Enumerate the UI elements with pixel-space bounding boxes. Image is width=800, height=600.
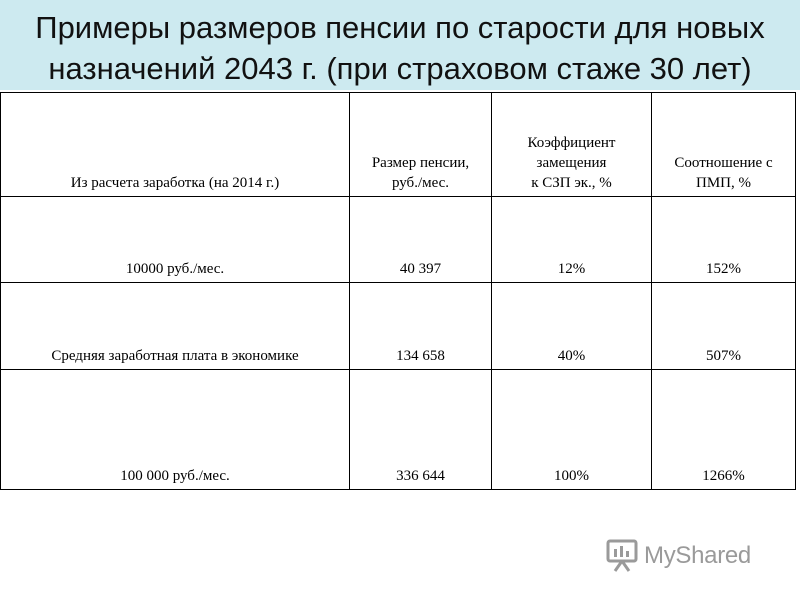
row-pension-cell: 336 644 [349, 369, 492, 490]
table-header-row: Из расчета заработка (на 2014 г.) Размер… [0, 92, 796, 197]
presentation-board-icon [606, 539, 638, 573]
row-replacement-cell: 12% [491, 196, 652, 283]
header-pension-size: Размер пенсии, руб./мес. [349, 92, 492, 197]
row-earnings-cell: 100 000 руб./мес. [0, 369, 350, 490]
row-pension-cell: 40 397 [349, 196, 492, 283]
header-replacement-rate: Коэффициент замещения к СЗП эк., % [491, 92, 652, 197]
table-row: Средняя заработная плата в экономике 134… [0, 282, 796, 370]
slide-title: Примеры размеров пенсии по старости для … [0, 0, 800, 89]
title-line-2: назначений 2043 г. (при страховом стаже … [48, 51, 752, 86]
myshared-watermark: MyShared [606, 536, 766, 576]
table-row: 100 000 руб./мес. 336 644 100% 1266% [0, 369, 796, 490]
row-earnings-cell: Средняя заработная плата в экономике [0, 282, 350, 370]
row-ratio-cell: 507% [651, 282, 796, 370]
row-ratio-cell: 152% [651, 196, 796, 283]
row-replacement-cell: 100% [491, 369, 652, 490]
header-subsistence-ratio: Соотношение с ПМП, % [651, 92, 796, 197]
watermark-text: MyShared [644, 542, 751, 569]
pension-table: Из расчета заработка (на 2014 г.) Размер… [0, 92, 796, 490]
row-replacement-cell: 40% [491, 282, 652, 370]
title-line-1: Примеры размеров пенсии по старости для … [35, 10, 765, 45]
header-earnings: Из расчета заработка (на 2014 г.) [0, 92, 350, 197]
row-pension-cell: 134 658 [349, 282, 492, 370]
table-row: 10000 руб./мес. 40 397 12% 152% [0, 196, 796, 283]
row-ratio-cell: 1266% [651, 369, 796, 490]
row-earnings-cell: 10000 руб./мес. [0, 196, 350, 283]
title-band: Примеры размеров пенсии по старости для … [0, 0, 800, 90]
